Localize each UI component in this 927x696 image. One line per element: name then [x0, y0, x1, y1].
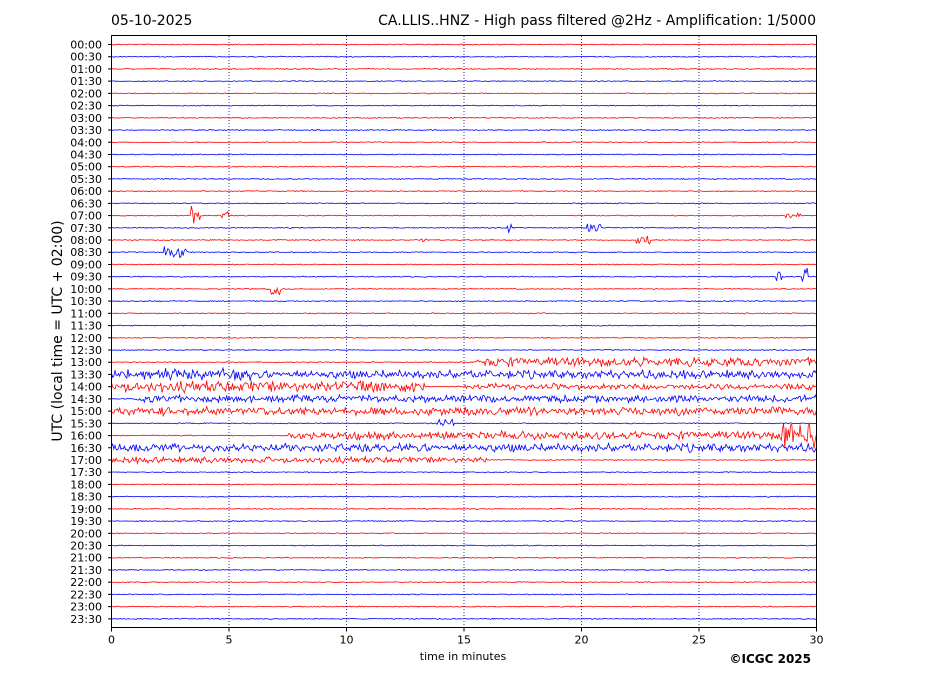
trace-2030	[111, 544, 817, 547]
row-label: 13:00	[70, 356, 102, 369]
trace-1200	[111, 336, 817, 339]
row-label: 02:00	[70, 87, 102, 100]
row-label: 14:30	[70, 393, 102, 406]
row-label: 22:00	[70, 576, 102, 589]
trace-2000	[111, 532, 817, 535]
row-label: 13:30	[70, 368, 102, 381]
row-label: 05:30	[70, 173, 102, 186]
trace-1100	[111, 312, 817, 315]
row-label: 15:00	[70, 405, 102, 418]
row-label: 18:00	[70, 478, 102, 491]
row-label: 06:30	[70, 197, 102, 210]
row-label: 11:30	[70, 320, 102, 333]
row-label: 07:00	[70, 210, 102, 223]
row-label: 18:30	[70, 491, 102, 504]
row-label: 21:00	[70, 552, 102, 565]
row-label: 04:30	[70, 148, 102, 161]
x-tick-label: 0	[108, 634, 115, 647]
trace-0800	[111, 235, 817, 245]
trace-0700	[111, 206, 817, 224]
row-label: 16:30	[70, 442, 102, 455]
copyright-notice: ©ICGC 2025	[729, 652, 811, 666]
row-label: 01:00	[70, 63, 102, 76]
trace-1830	[111, 495, 817, 498]
x-tick-label: 25	[692, 634, 706, 647]
row-label: 15:30	[70, 417, 102, 430]
x-tick-label: 15	[457, 634, 471, 647]
row-label: 23:00	[70, 601, 102, 614]
trace-0000	[111, 43, 817, 46]
trace-1730	[111, 471, 817, 474]
row-label: 04:00	[70, 136, 102, 149]
trace-0630	[111, 202, 817, 205]
chart-date: 05-10-2025	[111, 13, 192, 29]
x-tick-label: 5	[226, 634, 233, 647]
row-label: 09:30	[70, 271, 102, 284]
row-label: 03:30	[70, 124, 102, 137]
trace-0600	[111, 190, 817, 193]
trace-1800	[111, 483, 817, 486]
row-label: 08:00	[70, 234, 102, 247]
trace-0500	[111, 165, 817, 168]
row-label: 10:30	[70, 295, 102, 308]
row-label: 08:30	[70, 246, 102, 259]
trace-1400	[111, 380, 817, 395]
row-label: 19:30	[70, 515, 102, 528]
row-label: 02:30	[70, 100, 102, 113]
row-label: 20:00	[70, 527, 102, 540]
row-label: 11:00	[70, 307, 102, 320]
row-label: 14:00	[70, 381, 102, 394]
chart-title: CA.LLIS..HNZ - High pass filtered @2Hz -…	[378, 13, 816, 29]
trace-1230	[111, 348, 817, 351]
x-tick-label: 30	[810, 634, 824, 647]
row-label: 17:30	[70, 466, 102, 479]
x-tick-label: 20	[575, 634, 589, 647]
row-label: 12:00	[70, 332, 102, 345]
row-label: 20:30	[70, 540, 102, 553]
row-label: 16:00	[70, 430, 102, 443]
row-label: 17:00	[70, 454, 102, 467]
row-label: 10:00	[70, 283, 102, 296]
row-label: 09:00	[70, 258, 102, 271]
row-label: 05:00	[70, 161, 102, 174]
minute-gridlines	[228, 36, 700, 628]
row-label: 00:30	[70, 51, 102, 64]
x-axis-label: time in minutes	[420, 650, 507, 663]
row-label: 03:00	[70, 112, 102, 125]
row-label: 22:30	[70, 588, 102, 601]
trace-0430	[111, 153, 817, 156]
row-label: 12:30	[70, 344, 102, 357]
trace-1930	[111, 520, 817, 523]
trace-1130	[111, 324, 817, 327]
trace-1300	[111, 356, 817, 368]
trace-layer	[111, 43, 817, 620]
row-label: 00:00	[70, 39, 102, 52]
row-label: 07:30	[70, 222, 102, 235]
row-label: 01:30	[70, 75, 102, 88]
row-label: 19:00	[70, 503, 102, 516]
x-axis-ticks: 0 5 10 15 20 25 30	[108, 627, 824, 647]
plot-frame	[111, 35, 817, 628]
row-label: 21:30	[70, 564, 102, 577]
row-label: 06:00	[70, 185, 102, 198]
y-axis-label: UTC (local time = UTC + 02:00)	[50, 220, 66, 441]
row-time-labels: 00:0000:3001:0001:3002:0002:3003:0003:30…	[70, 39, 112, 626]
x-tick-label: 10	[340, 634, 354, 647]
row-label: 23:30	[70, 613, 102, 626]
trace-1900	[111, 507, 817, 510]
trace-0530	[111, 177, 817, 180]
